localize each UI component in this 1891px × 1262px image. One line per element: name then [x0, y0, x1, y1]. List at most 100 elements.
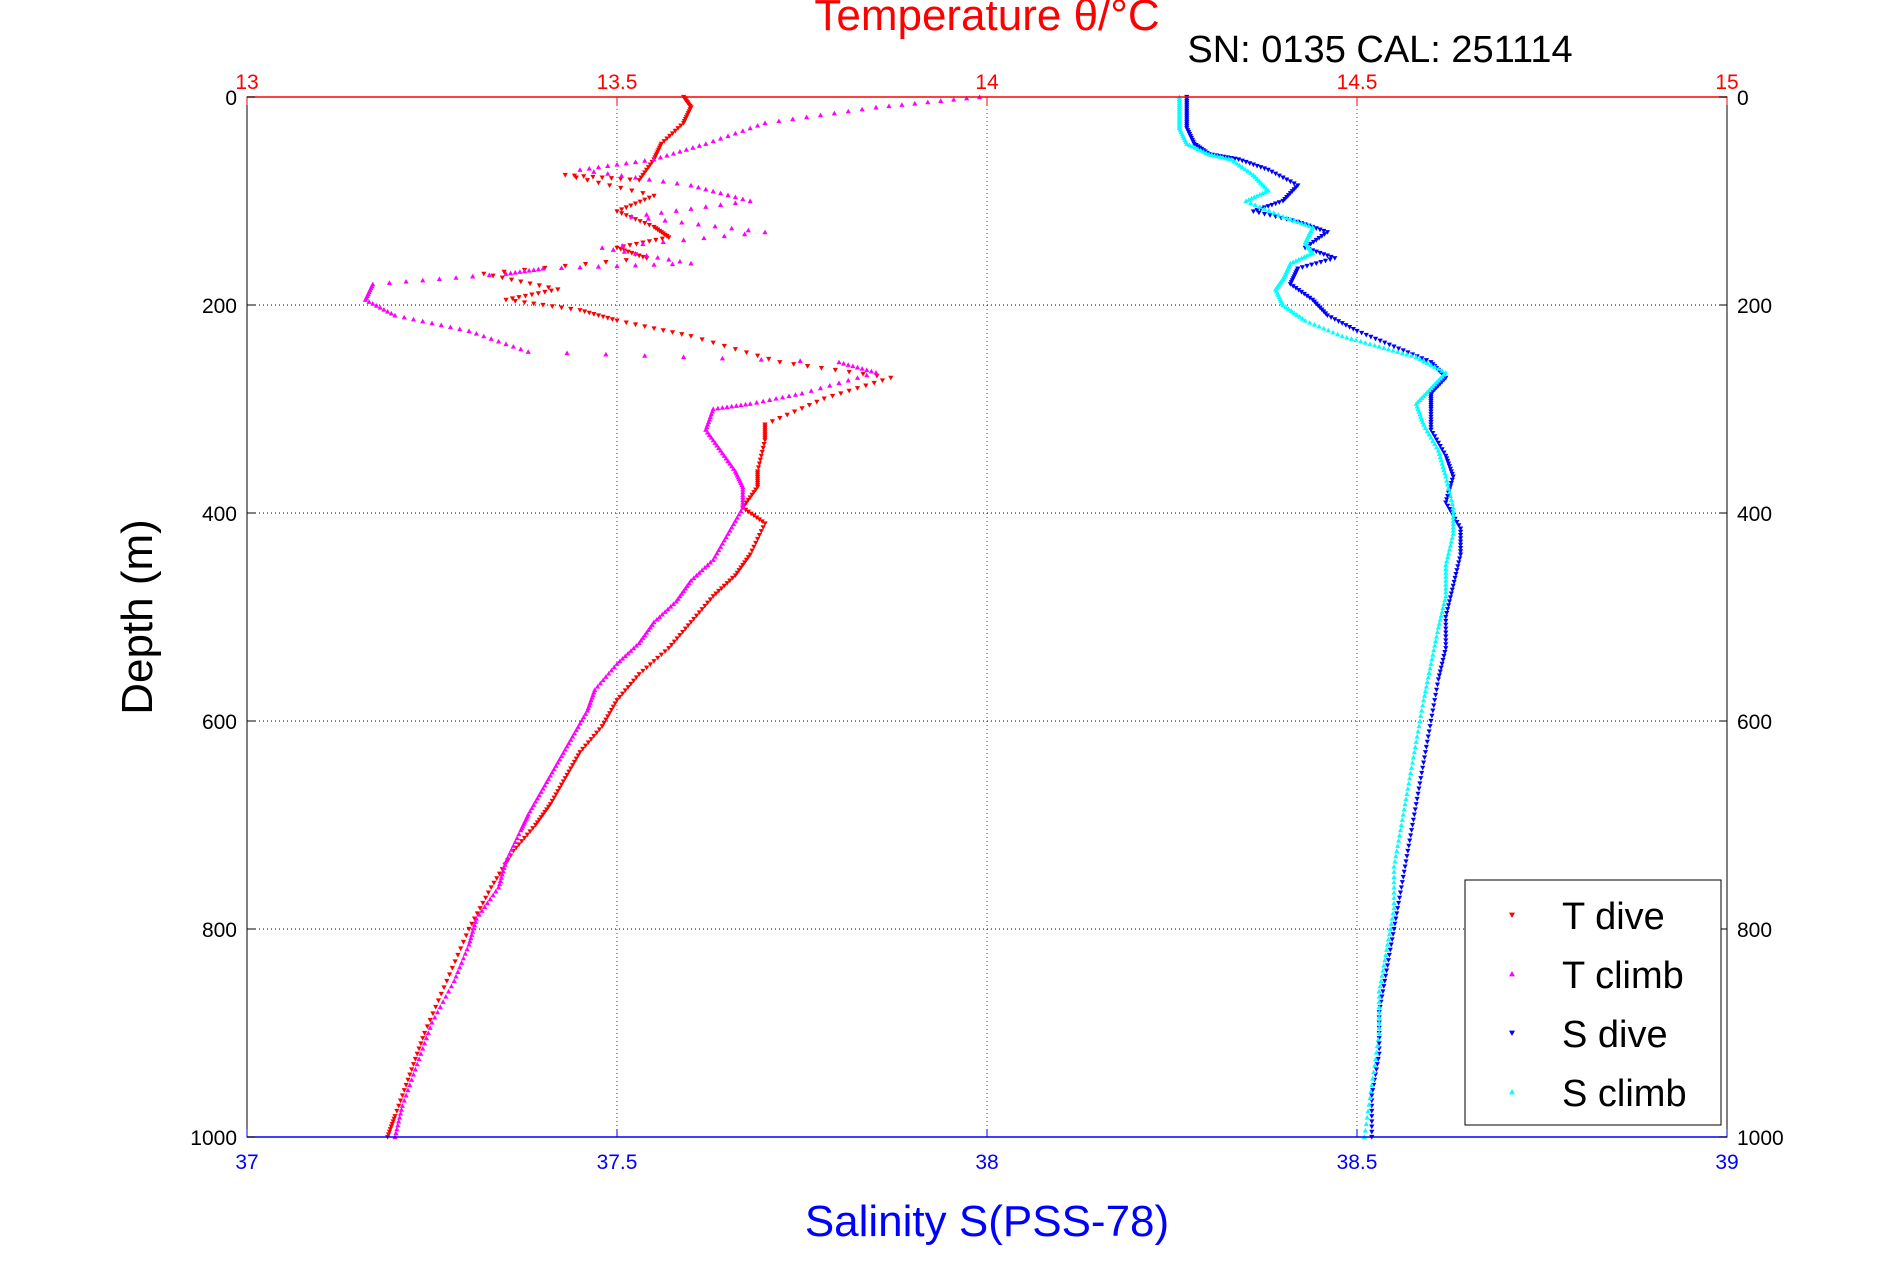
- legend-label: T climb: [1562, 955, 1684, 997]
- data-point: [533, 799, 539, 804]
- data-point: [534, 795, 541, 801]
- data-point: [730, 521, 737, 527]
- data-point: [553, 792, 559, 798]
- data-point: [443, 994, 449, 999]
- data-point: [755, 353, 761, 359]
- data-point: [584, 178, 590, 183]
- data-point: [1400, 812, 1406, 817]
- data-point: [603, 260, 609, 265]
- data-point: [755, 536, 761, 542]
- data-point: [1376, 994, 1382, 999]
- data-point: [396, 1103, 402, 1109]
- data-point: [702, 565, 708, 570]
- data-point: [1432, 434, 1438, 439]
- data-point: [756, 461, 763, 467]
- data-point: [1298, 220, 1305, 226]
- data-point: [1395, 349, 1401, 354]
- data-point: [1254, 208, 1260, 213]
- data-point: [1400, 874, 1406, 880]
- legend-box: [1464, 879, 1722, 1126]
- data-point: [595, 313, 602, 318]
- data-point: [644, 665, 650, 671]
- data-point: [1322, 232, 1328, 237]
- data-point: [608, 707, 615, 713]
- data-point: [688, 260, 694, 266]
- data-point: [585, 740, 591, 746]
- data-point: [1434, 682, 1441, 688]
- data-point: [1317, 227, 1323, 233]
- data-point: [477, 906, 483, 911]
- data-point: [1302, 221, 1308, 227]
- data-point: [438, 991, 444, 997]
- data-point: [394, 1108, 400, 1114]
- data-point: [1450, 474, 1456, 480]
- data-point: [370, 301, 376, 306]
- data-point: [460, 939, 467, 945]
- data-point: [401, 314, 407, 320]
- data-point: [1283, 304, 1289, 310]
- data-point: [1437, 669, 1443, 675]
- data-point: [632, 201, 639, 207]
- data-point: [577, 167, 583, 172]
- data-point: [1448, 481, 1454, 486]
- data-point: [427, 1017, 433, 1023]
- data-point: [1317, 250, 1323, 256]
- data-point: [538, 815, 544, 820]
- data-point: [721, 343, 727, 349]
- data-point: [470, 273, 476, 279]
- data-point: [718, 586, 725, 591]
- data-point: [1288, 308, 1294, 313]
- data-point: [1450, 518, 1456, 523]
- data-point: [1304, 293, 1310, 299]
- data-point: [1269, 202, 1275, 208]
- data-point: [1410, 817, 1417, 823]
- data-point: [1414, 734, 1420, 739]
- data-point: [557, 785, 563, 791]
- data-point: [642, 170, 648, 175]
- data-point: [577, 264, 583, 270]
- data-point: [743, 500, 750, 506]
- y-tick-label-right: 1000: [1737, 1127, 1784, 1150]
- data-point: [527, 281, 533, 287]
- data-point: [1350, 326, 1356, 332]
- data-point: [688, 206, 694, 211]
- data-point: [938, 98, 944, 103]
- data-point: [808, 388, 814, 393]
- data-point: [1413, 739, 1419, 744]
- data-point: [681, 354, 687, 360]
- data-point: [773, 396, 779, 401]
- data-point: [729, 463, 735, 469]
- data-point: [817, 385, 824, 391]
- data-point: [699, 607, 705, 612]
- data-point: [614, 318, 620, 324]
- data-point: [727, 578, 733, 584]
- data-point: [699, 567, 705, 573]
- data-point: [1430, 438, 1436, 443]
- data-point: [603, 717, 609, 723]
- data-point: [732, 130, 738, 136]
- data-point: [683, 147, 689, 152]
- data-point: [549, 769, 555, 775]
- data-point: [675, 126, 681, 131]
- data-point: [632, 175, 639, 180]
- data-point: [1444, 477, 1450, 483]
- data-point: [637, 199, 643, 205]
- data-point: [755, 484, 761, 490]
- data-point: [1439, 447, 1445, 452]
- data-point: [1391, 926, 1397, 932]
- data-point: [1406, 780, 1412, 786]
- data-point: [713, 591, 719, 597]
- data-point: [544, 779, 550, 785]
- data-point: [632, 217, 639, 222]
- data-point: [743, 557, 750, 563]
- data-point: [672, 128, 678, 134]
- data-point: [695, 184, 701, 190]
- data-point: [734, 514, 740, 520]
- data-point: [1393, 853, 1399, 859]
- data-point: [1294, 312, 1300, 317]
- data-point: [804, 364, 811, 369]
- data-point: [594, 730, 600, 736]
- data-point: [1394, 911, 1400, 916]
- data-point: [964, 95, 970, 101]
- data-point: [566, 740, 572, 746]
